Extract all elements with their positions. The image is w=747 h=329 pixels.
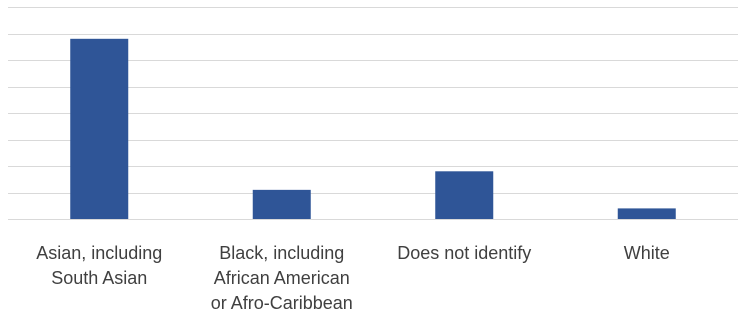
- bar-3: [435, 171, 494, 219]
- category-label: White: [624, 243, 670, 263]
- category-label-line: Asian, including: [36, 243, 162, 263]
- category-label: Asian, including South Asian: [36, 243, 162, 288]
- bar-1: [70, 38, 129, 219]
- category-label-line: White: [624, 243, 670, 263]
- category-label-line: South Asian: [51, 268, 147, 288]
- category-label: Black, including African American or Afro-…: [211, 243, 353, 313]
- category-label-line: Does not identify: [397, 243, 531, 263]
- bar-2: [252, 189, 311, 219]
- category-label: Does not identify: [397, 243, 531, 263]
- category-label-line: African American: [214, 268, 350, 288]
- category-labels: Asian, including South Asian Black, includ…: [36, 243, 670, 313]
- category-label-line: Black, including: [219, 243, 344, 263]
- bars: [70, 38, 676, 219]
- category-label-line: or Afro-Caribbean: [211, 293, 353, 313]
- bar-4: [617, 208, 676, 219]
- gridlines: [8, 7, 738, 220]
